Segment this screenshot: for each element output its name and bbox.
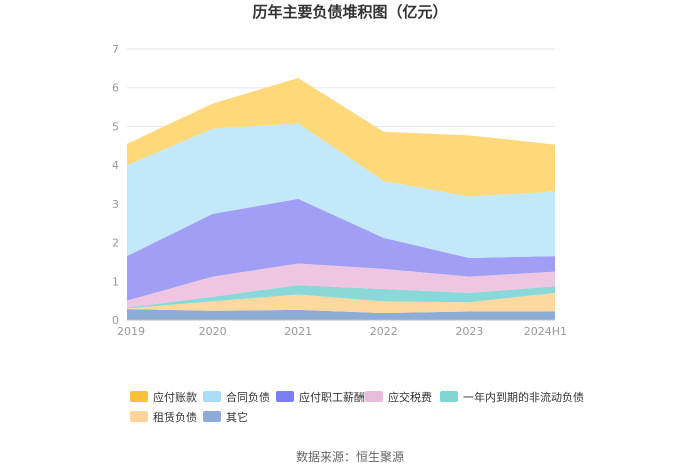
x-axis-ticks: 2019 2020 2021 2022 2023 2024H1 xyxy=(117,319,567,338)
legend-label: 应付职工薪酬 xyxy=(299,390,365,404)
area-series-0 xyxy=(127,309,555,320)
x-tick-label: 2022 xyxy=(370,325,398,338)
legend-label: 租赁负债 xyxy=(153,410,197,424)
y-tick-label: 4 xyxy=(112,159,119,172)
x-tick-label: 2021 xyxy=(284,325,312,338)
source-note: 数据来源：恒生聚源 xyxy=(296,449,404,464)
area-series-3 xyxy=(127,263,555,308)
x-tick-label: 2020 xyxy=(199,325,227,338)
chart-title: 历年主要负债堆积图（亿元） xyxy=(252,3,447,21)
y-tick-label: 2 xyxy=(112,237,119,250)
y-tick-label: 7 xyxy=(112,43,119,56)
y-tick-label: 3 xyxy=(112,198,119,211)
legend-label: 合同负债 xyxy=(226,390,270,404)
legend-swatch xyxy=(203,411,221,422)
x-tick-label: 2019 xyxy=(117,325,145,338)
legend-swatch xyxy=(203,391,221,402)
legend-swatch xyxy=(440,391,458,402)
y-tick-label: 0 xyxy=(112,314,119,327)
area-series-6 xyxy=(127,78,555,197)
legend-label: 应付账款 xyxy=(153,390,197,404)
x-tick-label: 2024H1 xyxy=(524,325,567,338)
x-tick-label: 2023 xyxy=(455,325,483,338)
area-series xyxy=(127,78,555,320)
legend-swatch xyxy=(130,411,148,422)
legend-swatch xyxy=(365,391,383,402)
legend-label: 应交税费 xyxy=(388,390,432,404)
legend-label: 一年内到期的非流动负债 xyxy=(463,390,584,404)
legend-swatch xyxy=(276,391,294,402)
y-axis-ticks: 0 1 2 3 4 5 6 7 xyxy=(112,43,119,327)
legend-swatch xyxy=(130,391,148,402)
area-series-1 xyxy=(127,292,555,314)
y-tick-label: 6 xyxy=(112,82,119,95)
area-series-2 xyxy=(127,285,555,309)
legend-label: 其它 xyxy=(226,410,248,424)
area-series-5 xyxy=(127,123,555,259)
y-tick-label: 1 xyxy=(112,275,119,288)
y-tick-label: 5 xyxy=(112,120,119,133)
area-series-4 xyxy=(127,198,555,301)
